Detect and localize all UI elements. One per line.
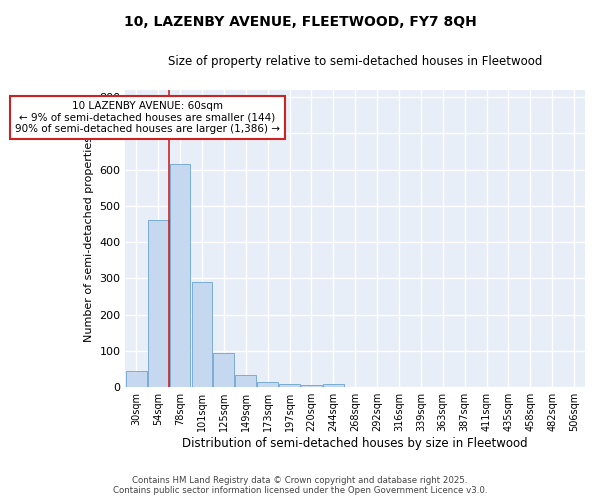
Text: 10, LAZENBY AVENUE, FLEETWOOD, FY7 8QH: 10, LAZENBY AVENUE, FLEETWOOD, FY7 8QH [124,15,476,29]
X-axis label: Distribution of semi-detached houses by size in Fleetwood: Distribution of semi-detached houses by … [182,437,528,450]
Text: 10 LAZENBY AVENUE: 60sqm
← 9% of semi-detached houses are smaller (144)
90% of s: 10 LAZENBY AVENUE: 60sqm ← 9% of semi-de… [15,101,280,134]
Bar [170,164,190,387]
Bar [126,371,146,387]
Title: Size of property relative to semi-detached houses in Fleetwood: Size of property relative to semi-detach… [168,55,542,68]
Y-axis label: Number of semi-detached properties: Number of semi-detached properties [84,136,94,342]
Bar [148,220,169,387]
Bar [257,382,278,387]
Bar [191,282,212,387]
Text: Contains HM Land Registry data © Crown copyright and database right 2025.
Contai: Contains HM Land Registry data © Crown c… [113,476,487,495]
Bar [323,384,344,387]
Bar [301,386,322,387]
Bar [214,353,234,387]
Bar [235,375,256,387]
Bar [279,384,300,387]
